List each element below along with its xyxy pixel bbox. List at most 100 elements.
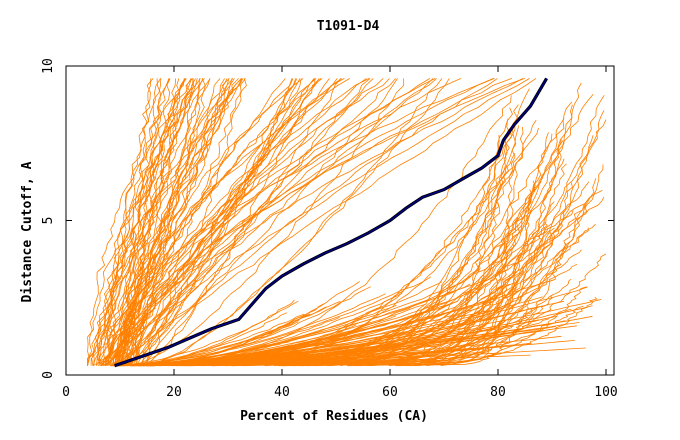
model-curve — [142, 297, 494, 367]
model-curve — [87, 78, 200, 366]
background-curves — [87, 78, 607, 367]
model-curve — [149, 324, 357, 367]
model-curve — [284, 135, 594, 367]
highlight-curve — [114, 77, 548, 367]
y-tick-label: 10 — [41, 58, 56, 74]
model-curve — [201, 163, 567, 367]
model-curve — [146, 286, 588, 367]
model-curve — [104, 78, 374, 367]
model-curve — [149, 341, 289, 367]
model-curve — [388, 126, 524, 367]
y-axis-ticks: 0 5 10 — [41, 58, 614, 379]
model-curve — [99, 78, 195, 367]
model-curve — [133, 78, 405, 367]
model-curve — [116, 78, 495, 366]
chart-title: T1091-D4 — [317, 19, 380, 34]
model-curve — [149, 320, 566, 367]
model-curve — [120, 335, 463, 367]
model-curve — [124, 78, 185, 366]
model-curve — [96, 78, 243, 366]
model-curve — [329, 107, 513, 367]
model-curve — [143, 78, 297, 366]
model-curve — [264, 197, 591, 367]
model-curve — [127, 152, 516, 367]
x-tick-label: 40 — [274, 385, 290, 400]
model-curve — [108, 78, 322, 366]
model-curve — [122, 78, 320, 366]
model-curve — [395, 140, 564, 367]
model-curve — [137, 291, 474, 367]
model-curve — [118, 346, 487, 367]
model-curve — [134, 95, 512, 367]
model-curve — [142, 286, 371, 367]
x-axis-ticks: 0 20 40 60 80 100 — [62, 66, 618, 400]
model-curve — [127, 78, 298, 367]
model-curve — [140, 342, 530, 367]
model-curve — [145, 78, 498, 366]
y-axis-label: Distance Cutoff, A — [20, 161, 35, 302]
model-curve — [119, 78, 537, 366]
model-curve — [116, 300, 299, 367]
model-curve — [306, 230, 551, 367]
model-curve — [136, 299, 602, 367]
model-curve — [130, 78, 371, 366]
x-tick-label: 60 — [382, 385, 398, 400]
model-curve — [111, 313, 305, 367]
model-curve — [172, 167, 514, 367]
model-curve — [110, 78, 398, 367]
model-curve — [114, 78, 204, 366]
model-curve — [92, 78, 230, 366]
model-curve — [130, 313, 311, 367]
x-tick-label: 20 — [166, 385, 182, 400]
model-curve — [118, 78, 338, 366]
model-curve — [186, 217, 520, 367]
model-curve — [107, 78, 494, 366]
model-curve — [291, 242, 568, 367]
model-curve — [96, 78, 242, 366]
model-curve — [180, 119, 607, 367]
model-curve — [105, 78, 187, 366]
model-curve — [140, 82, 582, 367]
model-curve — [125, 78, 246, 367]
model-curve — [115, 330, 416, 367]
model-curve — [113, 347, 586, 367]
model-curve — [139, 316, 340, 367]
y-tick-label: 0 — [41, 371, 56, 379]
model-curve — [124, 78, 302, 367]
x-tick-label: 0 — [62, 385, 70, 400]
model-curve — [108, 78, 345, 366]
model-curve — [298, 119, 537, 367]
model-curve — [274, 139, 562, 367]
model-curve — [118, 78, 384, 366]
model-curve — [136, 78, 315, 366]
model-curve — [121, 78, 396, 366]
model-curve — [111, 78, 530, 366]
model-curve — [87, 78, 201, 366]
model-curve — [347, 296, 598, 367]
model-curve — [120, 78, 177, 366]
highlight-curve-group — [114, 77, 548, 368]
model-curve — [145, 78, 316, 366]
model-curve — [264, 94, 594, 367]
x-axis-label: Percent of Residues (CA) — [240, 409, 428, 424]
highlight-curve-outline — [114, 77, 548, 368]
model-curve — [211, 180, 536, 367]
model-curve — [366, 305, 584, 367]
x-tick-label: 80 — [490, 385, 506, 400]
model-curve — [326, 192, 533, 367]
model-curve — [208, 116, 520, 367]
model-curve — [114, 354, 531, 367]
model-curve — [135, 78, 370, 366]
x-tick-label: 100 — [594, 385, 617, 400]
model-curve — [103, 78, 343, 366]
model-curve — [127, 78, 526, 366]
model-curve — [400, 130, 510, 367]
model-curve — [116, 78, 162, 366]
model-curve — [419, 134, 500, 367]
model-curve — [105, 78, 523, 366]
model-curve — [145, 306, 327, 367]
model-curve — [90, 78, 225, 366]
model-curve — [139, 78, 323, 366]
y-tick-label: 5 — [41, 217, 56, 225]
